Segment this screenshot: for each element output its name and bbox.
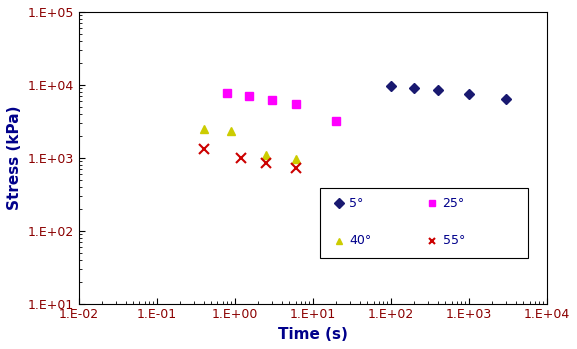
- Text: 5°: 5°: [349, 196, 364, 209]
- Text: 40°: 40°: [349, 235, 371, 247]
- Y-axis label: Stress (kPa): Stress (kPa): [7, 105, 22, 210]
- Text: 25°: 25°: [443, 196, 464, 209]
- Text: 55°: 55°: [443, 235, 465, 247]
- Bar: [320, 188, 528, 258]
- X-axis label: Time (s): Time (s): [278, 327, 348, 342]
